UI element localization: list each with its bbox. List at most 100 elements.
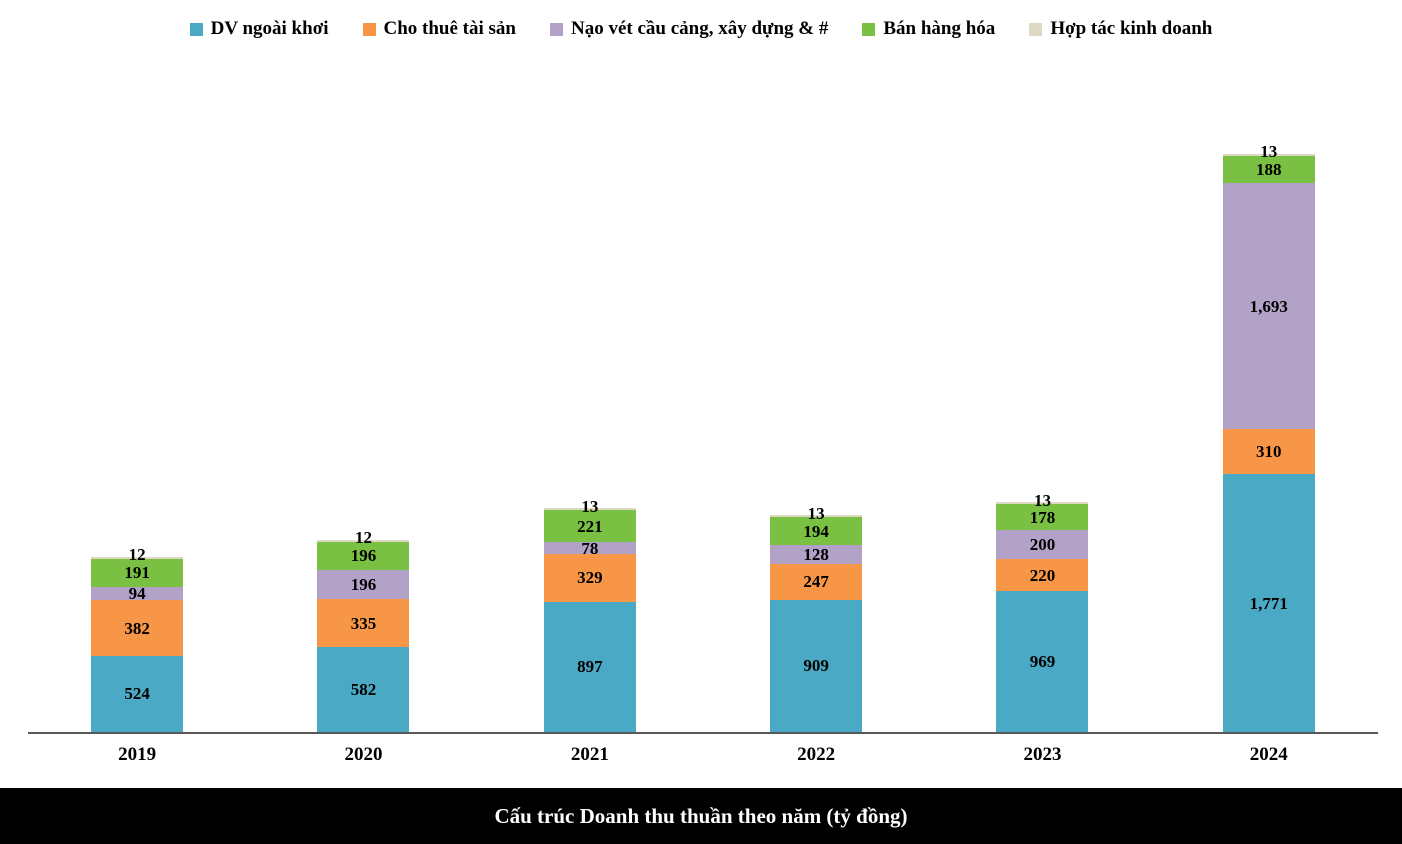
x-axis-line [28,732,1378,734]
chart-title: Cấu trúc Doanh thu thuần theo năm (tỷ đồ… [494,803,908,828]
bar-segment-2024-series-4[interactable]: 188 [1222,155,1315,184]
bar-segment-2020-series-4[interactable]: 196 [317,541,410,571]
bar-segment-2021-series-2[interactable]: 329 [543,553,636,602]
segment-value-label: 310 [1256,442,1282,462]
bar-segment-2021-series-4[interactable]: 221 [543,510,636,543]
top-value-label: 12 [128,545,146,565]
segment-value-label: 191 [124,563,150,583]
bar-segment-2024-series-2[interactable]: 310 [1222,429,1315,475]
top-value-label: 13 [1260,142,1278,162]
top-value-label: 13 [581,496,599,516]
legend-item-2[interactable]: Cho thuê tài sản [362,18,517,40]
segment-value-label: 194 [803,521,829,541]
segment-value-label: 909 [803,656,829,676]
bar-segment-2024-series-3[interactable]: 1,693 [1222,183,1315,430]
bar-segment-2022-series-2[interactable]: 247 [770,563,863,600]
segment-value-label: 897 [577,657,603,677]
segment-value-label: 220 [1029,565,1056,585]
legend-swatch-icon [1029,22,1043,36]
x-axis-label-2023: 2023 [1023,744,1062,765]
bar-stack-2024: 1,771 310 1,693 188 [1222,154,1315,732]
bar-segment-2019-series-5[interactable] [91,557,184,559]
bar-segment-2023-series-4[interactable]: 178 [996,504,1089,531]
bar-segment-2022-series-1[interactable]: 909 [770,599,863,732]
legend-label: Hợp tác kinh doanh [1050,18,1213,39]
bar-stack-2019: 524 382 94 191 [91,557,184,732]
segment-value-label: 128 [803,545,829,565]
segment-value-label: 188 [1256,160,1282,180]
bar-segment-2020-series-5[interactable] [317,539,410,542]
bar-segment-2021-series-5[interactable] [543,508,636,511]
bar-stack-2020: 582 335 196 196 [317,539,410,732]
legend-label: Nạo vét cầu cảng, xây dựng & # [571,18,829,39]
segment-value-label: 969 [1029,652,1056,672]
bar-segment-2023-series-2[interactable]: 220 [996,559,1089,592]
bar-segment-2020-series-2[interactable]: 335 [317,598,410,648]
segment-value-label: 1,693 [1249,296,1288,316]
segment-value-label: 178 [1029,507,1056,527]
bar-segment-2024-series-5[interactable] [1222,154,1315,156]
legend-label: Bán hàng hóa [883,18,996,39]
segment-value-label: 329 [577,568,603,588]
segment-value-label: 582 [350,680,377,700]
top-value-label: 12 [354,528,372,548]
bar-column-2019: 524 382 94 191 12 [24,110,250,732]
bar-column-2022: 909 247 128 194 13 [703,110,929,732]
legend-swatch-icon [189,22,203,36]
bar-column-2021: 897 329 78 221 13 [477,110,703,732]
segment-value-label: 335 [350,613,377,633]
segment-value-label: 196 [350,546,377,566]
bar-segment-2019-series-2[interactable]: 382 [91,600,184,656]
legend-swatch-icon [862,22,876,36]
segment-value-label: 247 [803,572,829,592]
segment-value-label: 196 [350,574,377,594]
legend-item-4[interactable]: Bán hàng hóa [862,18,995,40]
x-axis-label-2020: 2020 [344,744,383,765]
legend-item-1[interactable]: DV ngoài khơi [189,18,329,40]
bar-segment-2021-series-3[interactable]: 78 [543,540,636,557]
segment-value-label: 524 [124,684,150,704]
bar-segment-2019-series-3[interactable]: 94 [91,583,184,603]
segment-value-label: 78 [581,538,599,558]
top-value-label: 13 [1033,490,1051,510]
segment-value-label: 221 [577,516,603,536]
legend-item-5[interactable]: Hợp tác kinh doanh [1029,18,1212,40]
bar-column-2023: 969 220 200 178 13 [929,110,1155,732]
top-value-label: 13 [807,503,825,523]
plot-area: 524 382 94 191 12 582 335 196 196 12 897 329 78 221 13… [24,110,1382,734]
bar-segment-2023-series-5[interactable] [996,502,1089,505]
bar-segment-2024-series-1[interactable]: 1,771 [1222,474,1315,732]
x-axis-label-2019: 2019 [118,744,157,765]
x-axis-label-2024: 2024 [1249,744,1288,765]
x-axis-label-2021: 2021 [570,744,609,765]
segment-value-label: 382 [124,618,150,638]
bar-segment-2023-series-3[interactable]: 200 [996,530,1089,560]
bar-segment-2020-series-3[interactable]: 196 [317,570,410,599]
bar-column-2024: 1,771 310 1,693 188 13 [1156,110,1382,732]
x-axis-label-2022: 2022 [797,744,836,765]
bar-segment-2019-series-4[interactable]: 191 [91,558,184,587]
bar-segment-2021-series-1[interactable]: 897 [543,601,636,732]
bar-segment-2022-series-4[interactable]: 194 [770,517,863,546]
x-axis-labels: 2019 2020 2021 2022 2023 2024 [24,744,1382,766]
legend-label: DV ngoài khơi [210,18,329,39]
legend-label: Cho thuê tài sản [383,18,517,39]
bar-stack-2022: 909 247 128 194 [770,515,863,732]
segment-value-label: 200 [1029,535,1056,555]
bar-stack-2021: 897 329 78 221 [543,508,636,732]
legend: DV ngoài khơi Cho thuê tài sản Nạo vét cầu… [0,18,1402,40]
segment-value-label: 1,771 [1249,593,1288,613]
legend-swatch-icon [362,22,376,36]
segment-value-label: 94 [128,583,146,603]
bar-column-2020: 582 335 196 196 12 [250,110,476,732]
bar-stack-2023: 969 220 200 178 [996,502,1089,732]
bar-segment-2022-series-5[interactable] [770,515,863,518]
bar-segment-2023-series-1[interactable]: 969 [996,591,1089,732]
bar-segment-2020-series-1[interactable]: 582 [317,647,410,732]
legend-swatch-icon [550,22,563,36]
bar-segment-2022-series-3[interactable]: 128 [770,545,863,565]
bar-segment-2019-series-1[interactable]: 524 [91,655,184,732]
chart-title-bar: Cấu trúc Doanh thu thuần theo năm (tỷ đồ… [0,788,1402,844]
legend-item-3[interactable]: Nạo vét cầu cảng, xây dựng & # [550,18,828,40]
